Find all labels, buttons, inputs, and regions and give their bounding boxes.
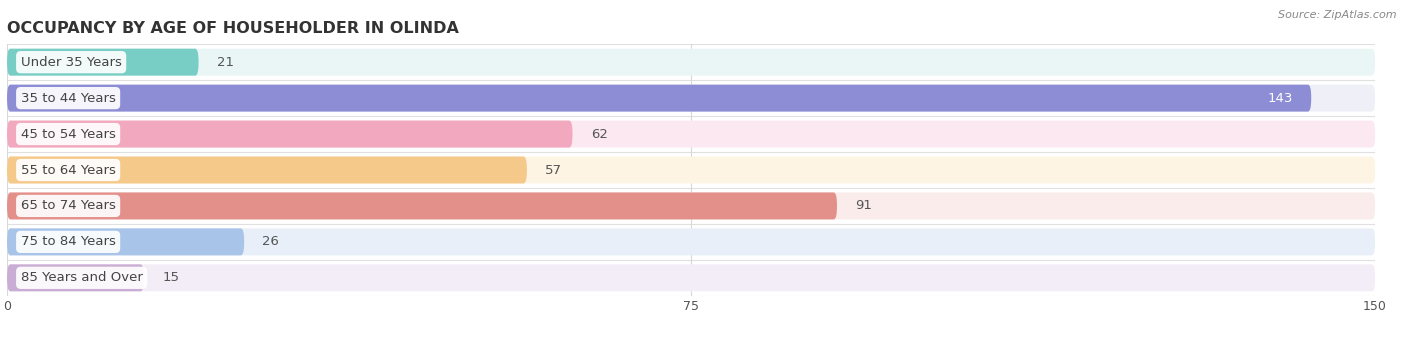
FancyBboxPatch shape	[7, 265, 1375, 291]
FancyBboxPatch shape	[7, 49, 1375, 75]
Text: 26: 26	[263, 235, 280, 249]
Text: 45 to 54 Years: 45 to 54 Years	[21, 128, 115, 140]
Text: 85 Years and Over: 85 Years and Over	[21, 271, 142, 284]
FancyBboxPatch shape	[7, 85, 1312, 112]
FancyBboxPatch shape	[7, 85, 1375, 112]
Text: 57: 57	[546, 164, 562, 176]
FancyBboxPatch shape	[7, 228, 1375, 255]
FancyBboxPatch shape	[7, 121, 1375, 148]
Text: 65 to 74 Years: 65 to 74 Years	[21, 200, 115, 212]
Text: 15: 15	[162, 271, 179, 284]
FancyBboxPatch shape	[7, 156, 1375, 184]
Text: 55 to 64 Years: 55 to 64 Years	[21, 164, 115, 176]
Text: Under 35 Years: Under 35 Years	[21, 56, 121, 69]
Text: 143: 143	[1268, 91, 1294, 105]
Text: 35 to 44 Years: 35 to 44 Years	[21, 91, 115, 105]
Text: 62: 62	[591, 128, 607, 140]
Text: 21: 21	[217, 56, 233, 69]
FancyBboxPatch shape	[7, 121, 572, 148]
FancyBboxPatch shape	[7, 228, 245, 255]
FancyBboxPatch shape	[7, 192, 837, 219]
FancyBboxPatch shape	[7, 156, 527, 184]
FancyBboxPatch shape	[7, 192, 1375, 219]
Text: 75 to 84 Years: 75 to 84 Years	[21, 235, 115, 249]
FancyBboxPatch shape	[7, 49, 198, 75]
Text: OCCUPANCY BY AGE OF HOUSEHOLDER IN OLINDA: OCCUPANCY BY AGE OF HOUSEHOLDER IN OLIND…	[7, 21, 458, 36]
FancyBboxPatch shape	[7, 265, 143, 291]
Text: Source: ZipAtlas.com: Source: ZipAtlas.com	[1278, 10, 1396, 20]
Text: 91: 91	[855, 200, 872, 212]
